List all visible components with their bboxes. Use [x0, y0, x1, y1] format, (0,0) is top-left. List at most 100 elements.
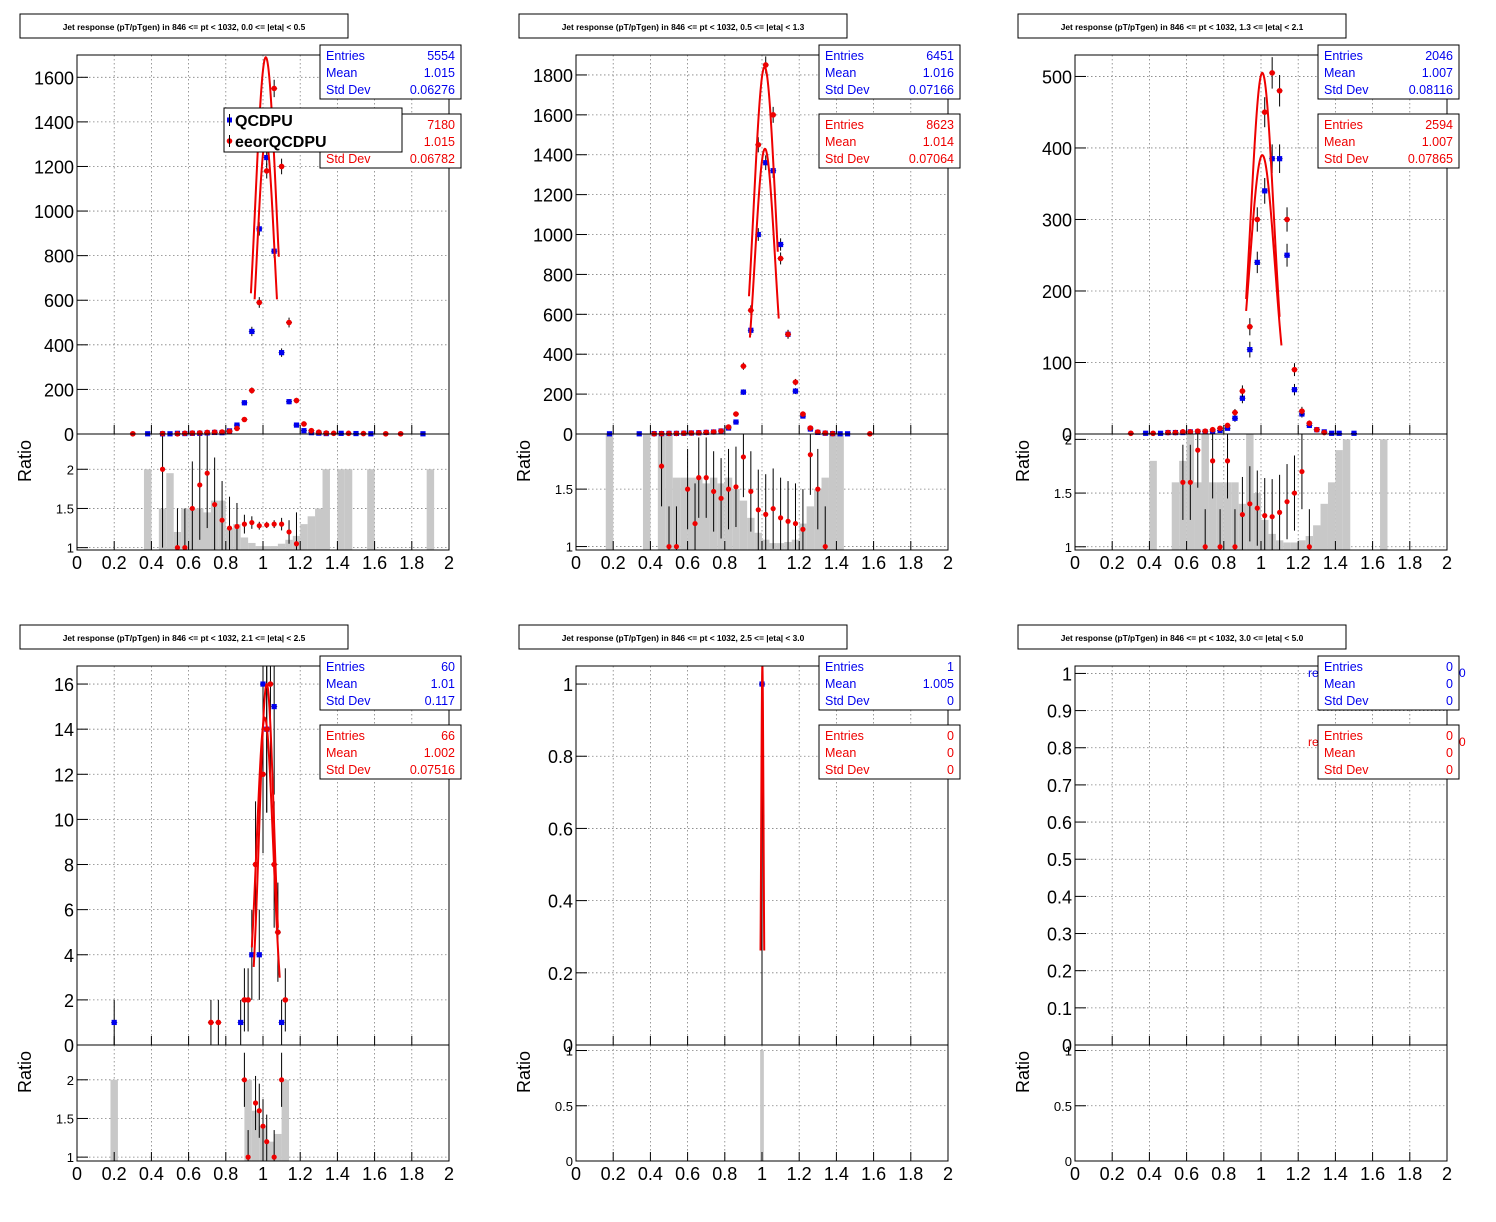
data-point-square — [1239, 395, 1245, 401]
x-tick-label: 1.2 — [288, 553, 313, 573]
ratio-point — [197, 482, 203, 488]
ratio-y-tick-label: 1 — [67, 541, 74, 556]
series-2 — [1127, 57, 1328, 437]
x-tick-label: 1.6 — [1360, 553, 1385, 573]
ratio-axis-label: Ratio — [514, 440, 534, 482]
ratio-point — [711, 488, 717, 495]
ratio-points — [658, 434, 828, 550]
ratio-point — [260, 1123, 266, 1129]
data-point-circle — [226, 428, 233, 435]
ratio-band-bar — [315, 508, 323, 550]
y-tick-label: 10 — [54, 810, 74, 830]
stats-label: Entries — [825, 660, 864, 674]
data-point-circle — [1180, 429, 1186, 435]
data-point-circle — [1314, 426, 1320, 433]
stats-box-1: Entries 60 Mean 1.01 Std Dev 0.117 — [319, 655, 462, 711]
data-point-circle — [807, 425, 814, 431]
stats-value: 0.08116 — [1409, 83, 1453, 97]
data-point-square — [792, 388, 799, 394]
ratio-y-tick-label: 1.5 — [1054, 486, 1072, 501]
data-point-square — [264, 154, 270, 161]
stats-label: Mean — [1324, 135, 1355, 149]
data-point-circle — [1217, 425, 1223, 432]
y-tick-label: 0 — [563, 425, 573, 445]
ratio-band-bar — [277, 543, 286, 550]
ratio-band-bar — [255, 546, 263, 550]
y-tick-label: 1 — [1062, 664, 1072, 684]
ratio-point — [1247, 501, 1253, 507]
y-tick-label: 800 — [44, 247, 74, 267]
data-point-circle — [293, 397, 300, 404]
y-tick-label: 2 — [64, 991, 74, 1011]
data-point-circle — [777, 255, 784, 262]
data-point-circle — [249, 387, 255, 394]
data-point-square — [238, 1019, 244, 1026]
data-point-circle — [1247, 323, 1253, 330]
x-tick-label: 2 — [943, 553, 953, 573]
ratio-y-tick-label: 2 — [67, 462, 74, 477]
x-tick-label: 0 — [1070, 1164, 1080, 1184]
x-tick-label: 1.6 — [362, 1164, 387, 1184]
stats-label: Entries — [1324, 660, 1363, 674]
x-tick-label: 2 — [444, 1164, 454, 1184]
stats-box-2: Entries 8623 Mean 1.014 Std Dev 0.07064 — [818, 113, 961, 169]
stats-label: Std Dev — [1324, 83, 1369, 97]
y-axis-ratio: 11.52 — [56, 1073, 88, 1165]
y-tick-label: 500 — [1042, 67, 1072, 87]
x-tick-label: 2 — [444, 553, 454, 573]
ratio-point — [256, 1108, 262, 1114]
x-tick-label: 1.4 — [824, 553, 849, 573]
y-axis-ratio: 11.5 — [555, 482, 587, 555]
ratio-point — [685, 486, 691, 492]
x-tick-label: 1.6 — [861, 553, 886, 573]
plot-title-frame — [19, 624, 349, 650]
data-point-circle — [182, 430, 188, 437]
x-tick-label: 0 — [72, 1164, 82, 1184]
data-point-square — [301, 428, 307, 434]
plot-title-box: Jet response (pT/pTgen) in 846 <= pt < 1… — [1017, 13, 1347, 39]
data-point-circle — [1254, 216, 1261, 223]
stats-label: Std Dev — [825, 694, 870, 708]
x-tick-label: 1.4 — [1323, 553, 1348, 573]
data-point-circle — [688, 430, 695, 436]
ratio-band-bar — [605, 434, 614, 550]
ratio-y-tick-label: 1 — [566, 540, 573, 555]
y-tick-label: 0.2 — [548, 964, 573, 984]
data-point-circle — [278, 163, 285, 170]
data-point-circle — [1269, 70, 1275, 76]
data-point-circle — [733, 411, 739, 417]
stats-value: 1.015 — [424, 66, 455, 80]
ratio-point — [733, 484, 739, 490]
ratio-point — [293, 541, 300, 547]
data-point-circle — [740, 363, 747, 369]
x-axis: 0 0.2 0.4 0.6 0.8 1 1.2 1.4 1.6 1.8 2 — [571, 1036, 953, 1184]
ratio-axis-label: Ratio — [1013, 440, 1033, 482]
y-tick-label: 1000 — [533, 226, 573, 246]
x-tick-label: 1 — [258, 1164, 268, 1184]
x-tick-label: 0.4 — [139, 553, 164, 573]
y-tick-label: 0 — [64, 425, 74, 445]
fit-curve — [252, 682, 279, 967]
ratio-point — [1306, 544, 1312, 550]
plot-title-box: Jet response (pT/pTgen) in 846 <= pt < 1… — [518, 13, 848, 39]
ratio-point — [692, 520, 698, 527]
ratio-band-bar — [739, 500, 748, 550]
y-tick-label: 0.3 — [1047, 925, 1072, 945]
data-point-circle — [267, 681, 274, 687]
y-tick-label: 14 — [54, 720, 74, 740]
data-point-circle — [256, 299, 263, 306]
data-point-square — [1247, 347, 1253, 353]
ratio-band-bar — [110, 1079, 118, 1161]
data-point-circle — [1306, 420, 1313, 427]
ratio-y-tick-label: 1 — [566, 1044, 573, 1059]
ratio-points — [1180, 434, 1312, 550]
stats-box-frame — [1317, 655, 1460, 711]
ratio-point — [241, 521, 247, 527]
x-tick-label: 0 — [72, 553, 82, 573]
stats-box-frame — [818, 44, 961, 100]
ratio-point — [800, 526, 806, 532]
ratio-band-bar — [1313, 525, 1321, 550]
data-point-square — [778, 241, 784, 248]
data-point-square — [111, 1019, 117, 1026]
x-tick-label: 0.2 — [102, 1164, 127, 1184]
